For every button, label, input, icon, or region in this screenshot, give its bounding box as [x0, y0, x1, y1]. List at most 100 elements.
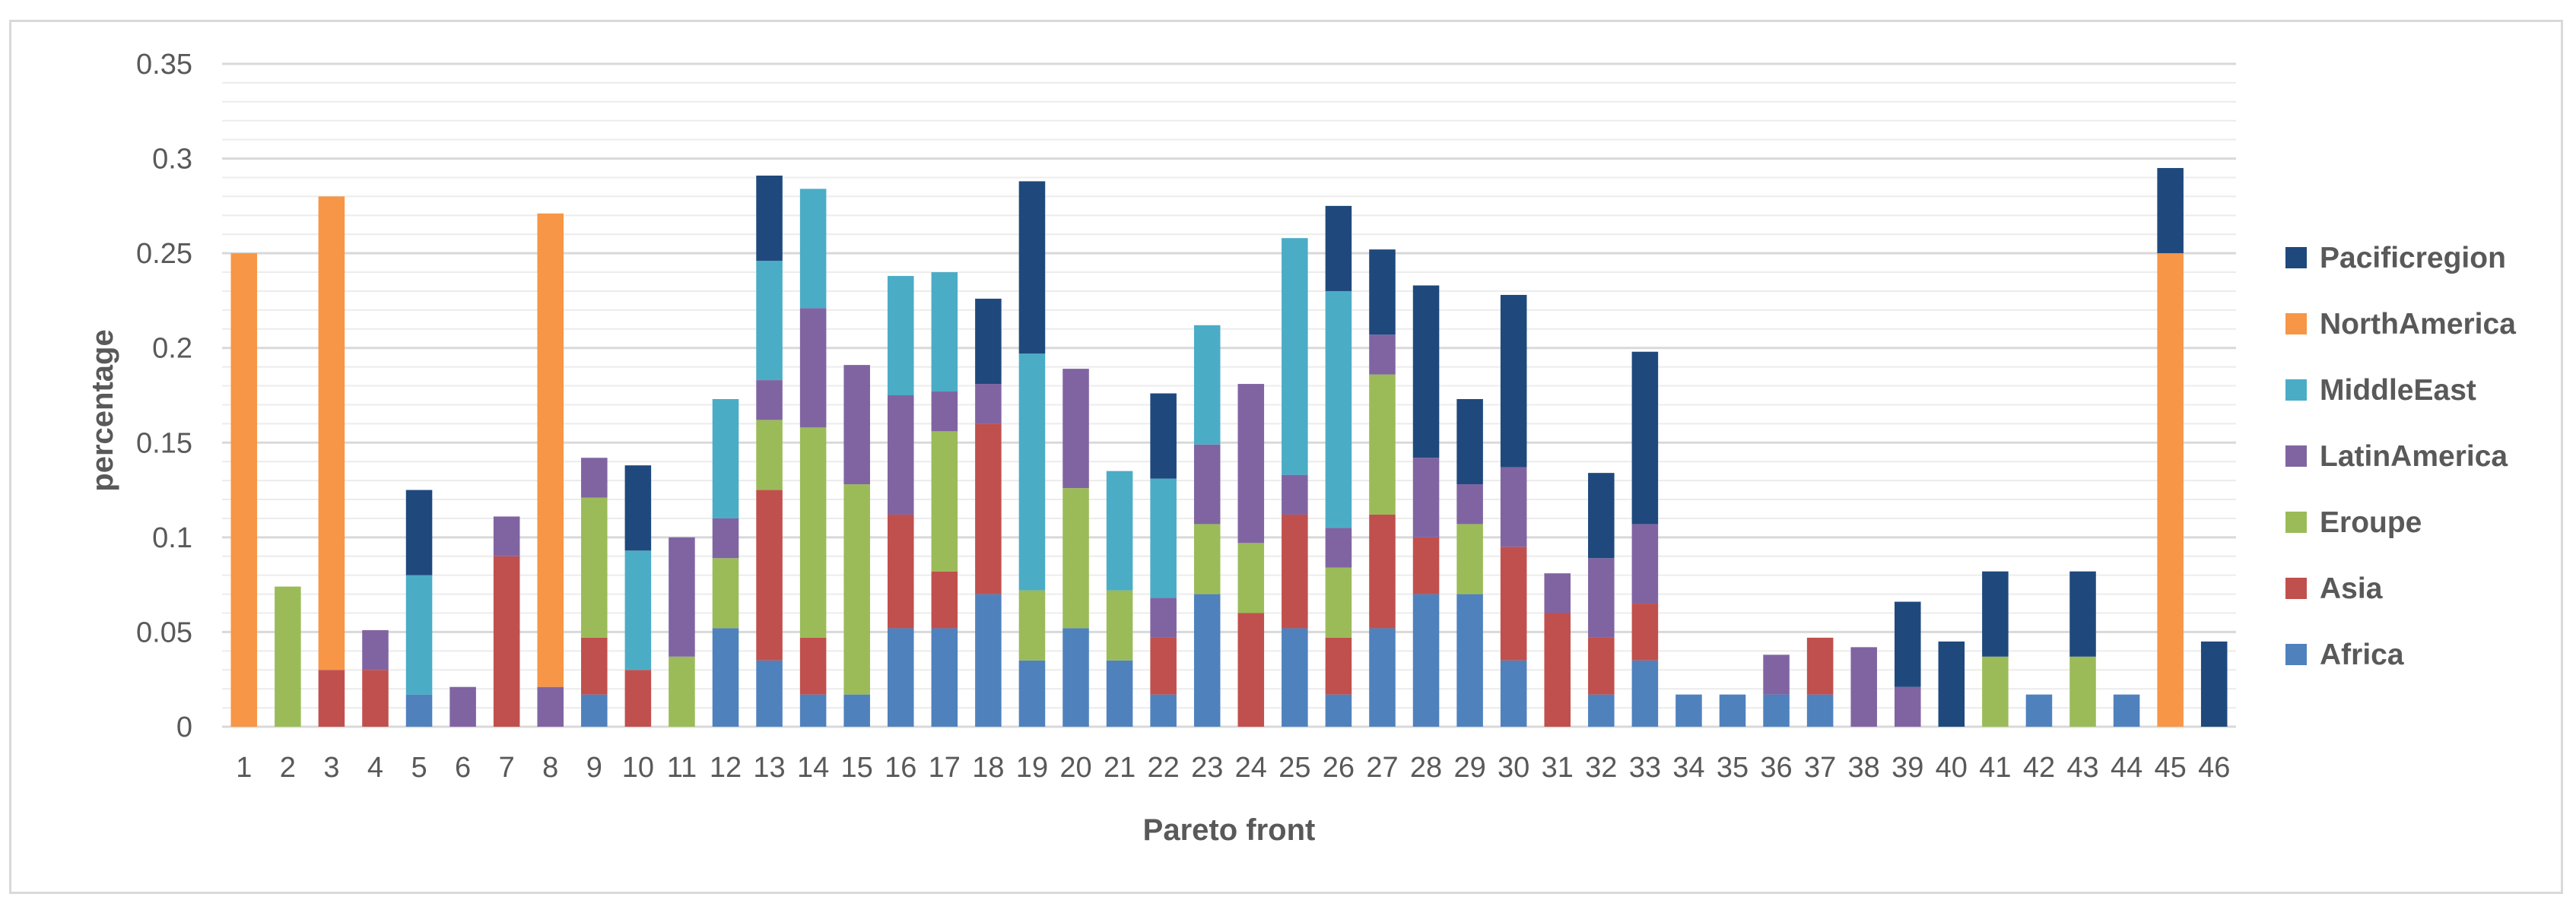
legend-item-eroupe: Eroupe: [2285, 506, 2422, 539]
bar-asia-37: [1806, 637, 1834, 695]
bar-africa-36: [1763, 694, 1790, 727]
bar-asia-16: [887, 514, 914, 629]
bar-latinamerica-30: [1500, 467, 1527, 547]
bar-latinamerica-11: [669, 537, 695, 657]
bar-latinamerica-9: [581, 458, 608, 498]
bar-asia-7: [493, 556, 520, 727]
bar-africa-12: [712, 628, 739, 727]
bar-middleeast-16: [887, 276, 914, 395]
gridlines: [222, 62, 2236, 728]
bar-middleeast-19: [1018, 353, 1046, 591]
bar-africa-30: [1500, 660, 1527, 727]
bar-pacificregion-32: [1588, 473, 1615, 559]
bar-latinamerica-12: [712, 518, 739, 559]
legend-item-middleeast: MiddleEast: [2285, 374, 2476, 407]
bar-africa-37: [1806, 694, 1834, 727]
legend: Pacificregion NorthAmerica MiddleEast Latin…: [2285, 242, 2516, 671]
bar-eroupe-41: [1982, 656, 2009, 727]
x-tick-label: 17: [929, 752, 961, 784]
x-tick-label: 32: [1585, 752, 1617, 784]
bar-latinamerica-23: [1193, 444, 1221, 525]
legend-swatch: [2285, 578, 2307, 599]
x-tick-label: 46: [2198, 752, 2230, 784]
y-tick-labels: 0 0.05 0.1 0.15 0.2 0.25 0.3 0.35: [136, 49, 192, 743]
bar-asia-26: [1325, 637, 1352, 695]
x-tick-label: 45: [2155, 752, 2187, 784]
x-tick-label: 43: [2066, 752, 2098, 784]
bar-africa-35: [1719, 694, 1746, 727]
bar-eroupe-11: [669, 656, 695, 727]
y-tick-label: 0.25: [136, 238, 192, 270]
x-tick-label: 11: [667, 752, 697, 784]
bar-eroupe-20: [1062, 488, 1089, 629]
bar-northamerica-3: [318, 196, 345, 670]
legend-swatch: [2285, 379, 2307, 401]
bar-latinamerica-27: [1369, 334, 1396, 375]
x-tick-label: 19: [1016, 752, 1048, 784]
bar-asia-3: [318, 670, 345, 727]
x-tick-label: 4: [367, 752, 383, 784]
bar-asia-24: [1237, 613, 1265, 727]
bar-africa-19: [1018, 660, 1046, 727]
bar-northamerica-8: [537, 213, 564, 687]
legend-label: NorthAmerica: [2320, 308, 2516, 341]
x-tick-label: 24: [1235, 752, 1267, 784]
bar-latinamerica-18: [975, 384, 1002, 424]
x-tick-labels: 1 2 3 4 5 6 7 8 9 10 11 12 13 14 15 16 17 18 19 20 21 22 23 24 2…: [236, 752, 2230, 784]
legend-item-latinamerica: LatinAmerica: [2285, 440, 2508, 473]
bar-pacificregion-41: [1982, 571, 2009, 657]
bar-eroupe-21: [1106, 590, 1133, 661]
legend-label: Africa: [2320, 639, 2404, 671]
x-tick-label: 9: [586, 752, 602, 784]
bar-latinamerica-7: [493, 516, 520, 556]
y-tick-label: 0.15: [136, 427, 192, 459]
x-tick-label: 30: [1498, 752, 1529, 784]
x-tick-label: 29: [1453, 752, 1485, 784]
bar-asia-33: [1631, 604, 1659, 661]
x-tick-label: 34: [1672, 752, 1704, 784]
bar-latinamerica-25: [1282, 474, 1308, 515]
x-tick-label: 40: [1936, 752, 1968, 784]
x-tick-label: 23: [1191, 752, 1223, 784]
bar-pacificregion-18: [975, 298, 1002, 385]
x-tick-label: 37: [1804, 752, 1836, 784]
x-tick-label: 18: [972, 752, 1004, 784]
bar-latinamerica-39: [1894, 686, 1921, 727]
y-tick-label: 0.3: [152, 144, 192, 176]
bar-asia-14: [799, 637, 827, 695]
legend-item-asia: Asia: [2285, 572, 2383, 605]
x-tick-label: 38: [1848, 752, 1880, 784]
bar-latinamerica-14: [799, 308, 827, 428]
bar-eroupe-19: [1018, 590, 1046, 661]
x-tick-label: 21: [1104, 752, 1136, 784]
bar-eroupe-17: [931, 431, 958, 572]
bar-eroupe-27: [1369, 374, 1396, 515]
bar-africa-27: [1369, 628, 1396, 727]
bar-eroupe-24: [1237, 543, 1265, 613]
bar-pacificregion-45: [2157, 168, 2184, 254]
bar-latinamerica-31: [1544, 573, 1571, 613]
bar-northamerica-45: [2157, 253, 2184, 727]
stacked-bar-chart: 00.050.10.150.20.250.30.35 1 2 3 4 5 6 7 8 9 10 11…: [86, 49, 2516, 847]
x-tick-label: 2: [280, 752, 296, 784]
bar-pacificregion-33: [1631, 351, 1659, 525]
bar-pacificregion-40: [1938, 641, 1965, 727]
legend-label: Asia: [2320, 572, 2383, 605]
x-tick-label: 20: [1059, 752, 1091, 784]
bar-asia-28: [1412, 537, 1440, 594]
bar-latinamerica-16: [887, 395, 914, 515]
bar-eroupe-15: [843, 484, 870, 695]
bar-latinamerica-38: [1850, 647, 1877, 727]
bar-africa-26: [1325, 694, 1352, 727]
bar-middleeast-12: [712, 398, 739, 518]
x-tick-label: 28: [1410, 752, 1442, 784]
x-tick-label: 1: [236, 752, 252, 784]
bar-asia-25: [1282, 514, 1308, 629]
bar-pacificregion-5: [405, 490, 433, 575]
y-tick-label: 0.05: [136, 616, 192, 648]
bar-africa-18: [975, 594, 1002, 727]
bar-asia-17: [931, 571, 958, 629]
y-axis-title: percentage: [86, 329, 119, 491]
bar-middleeast-21: [1106, 471, 1133, 591]
bar-pacificregion-27: [1369, 249, 1396, 335]
